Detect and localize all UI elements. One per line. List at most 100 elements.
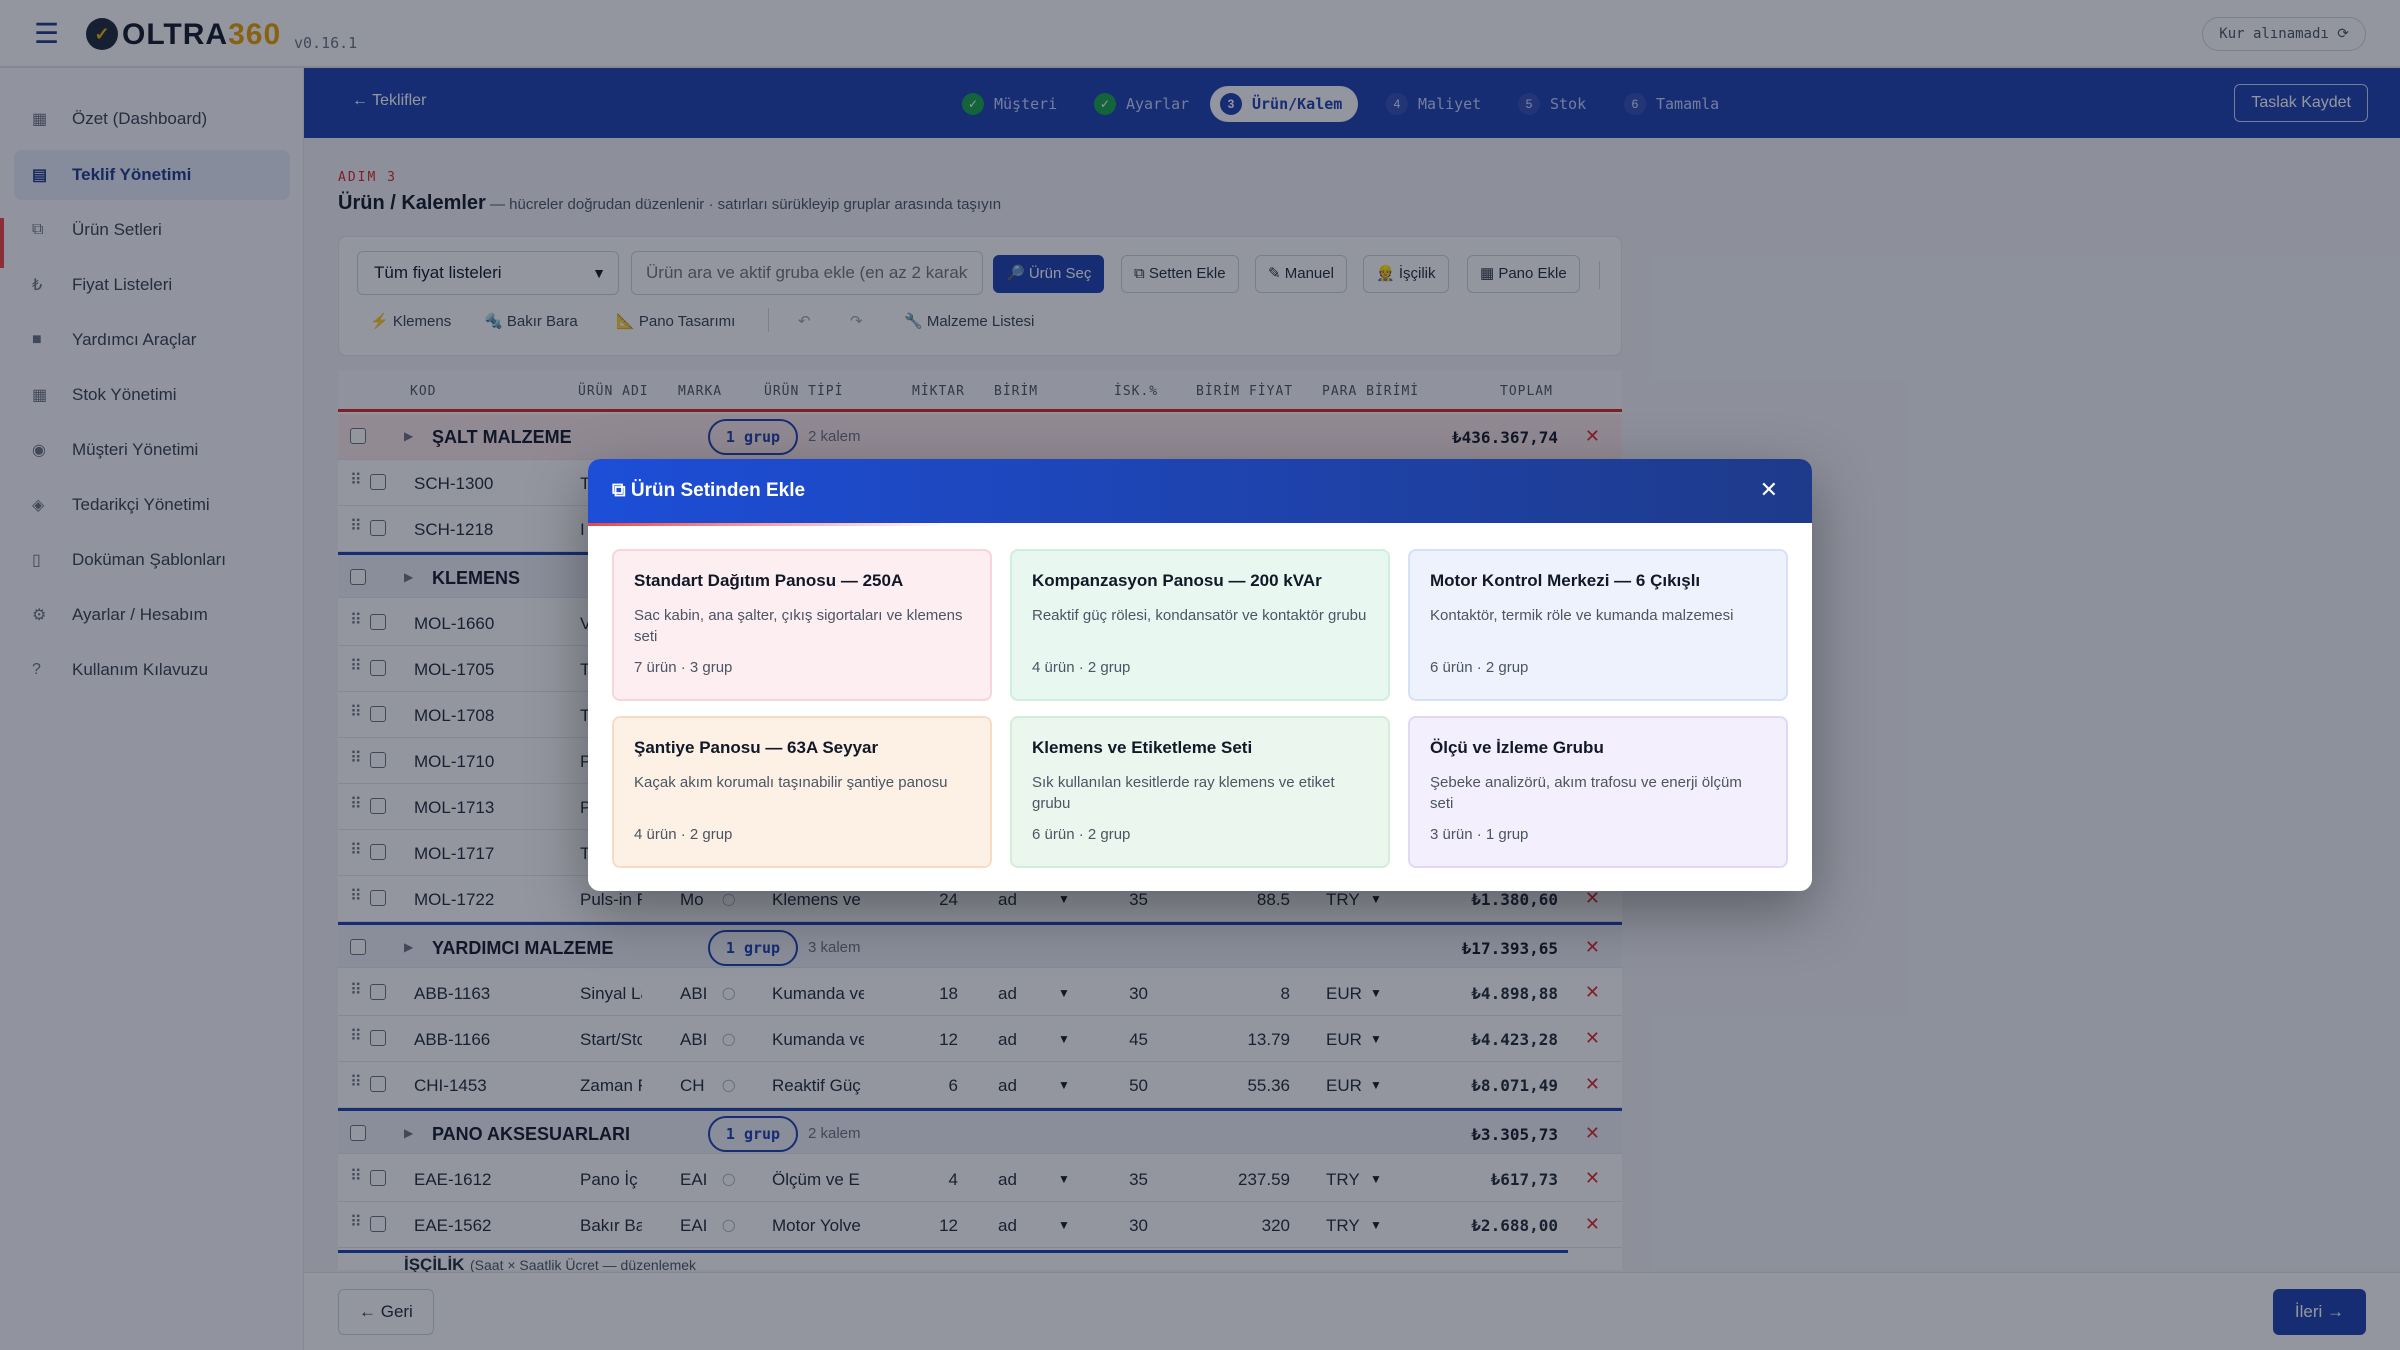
- caret-right-icon[interactable]: ▶: [404, 570, 414, 584]
- caret-right-icon[interactable]: ▶: [404, 429, 414, 443]
- table-row[interactable]: ⠿ CHI-1453 Zaman F CH ◯ Reaktif Güç 6 ad…: [338, 1062, 1622, 1108]
- drag-handle-icon[interactable]: ⠿: [350, 612, 362, 629]
- add-from-set-button[interactable]: ⧉ Setten Ekle: [1121, 255, 1239, 293]
- step-cost[interactable]: 4 Maliyet: [1386, 86, 1481, 122]
- cell-name[interactable]: Bakır Ba: [580, 1216, 642, 1235]
- cell-name[interactable]: T: [580, 706, 591, 725]
- table-row[interactable]: ⠿ ABB-1163 Sinyal La ABI ◯ Kumanda ve 18…: [338, 970, 1622, 1016]
- cell-name[interactable]: I: [580, 520, 585, 539]
- row-checkbox[interactable]: [370, 798, 386, 814]
- add-panel-button[interactable]: ▦ Pano Ekle: [1467, 255, 1580, 293]
- row-checkbox[interactable]: [370, 1216, 386, 1232]
- product-search-input[interactable]: [631, 251, 983, 295]
- step-settings[interactable]: ✓ Ayarlar: [1094, 86, 1189, 122]
- close-icon[interactable]: ✕: [1759, 477, 1778, 502]
- step-stock[interactable]: 5 Stok: [1518, 86, 1586, 122]
- group-checkbox[interactable]: [350, 428, 366, 444]
- manual-add-button[interactable]: ✎ Manuel: [1255, 255, 1347, 293]
- delete-icon[interactable]: ✕: [1584, 1123, 1600, 1143]
- cell-name[interactable]: T: [580, 844, 591, 863]
- step-complete[interactable]: 6 Tamamla: [1624, 86, 1719, 122]
- sidebar-item-guide[interactable]: ? Kullanım Kılavuzu: [14, 645, 290, 695]
- drag-handle-icon[interactable]: ⠿: [350, 982, 362, 999]
- sidebar-item-tools[interactable]: ■ Yardımcı Araçlar: [14, 315, 290, 365]
- delete-icon[interactable]: ✕: [1584, 1074, 1600, 1094]
- chevron-down-icon[interactable]: ▼: [1058, 1032, 1070, 1046]
- drag-handle-icon[interactable]: ⠿: [350, 1074, 362, 1091]
- group-row[interactable]: ▶ PANO AKSESUARLARI 1 grup 2 kalem ₺3.30…: [338, 1108, 1622, 1154]
- chevron-down-icon[interactable]: ▼: [1370, 986, 1382, 1000]
- sidebar-item-quotes[interactable]: ▤ Teklif Yönetimi: [14, 150, 290, 200]
- cell-qty[interactable]: 6: [948, 1076, 958, 1095]
- cell-unit[interactable]: ad: [998, 1216, 1017, 1235]
- cell-unit-price[interactable]: 237.59: [1238, 1170, 1290, 1189]
- cell-currency[interactable]: TRY: [1326, 1170, 1360, 1189]
- back-button[interactable]: ← Geri: [338, 1289, 434, 1335]
- sidebar-item-price-lists[interactable]: ₺ Fiyat Listeleri: [14, 260, 290, 310]
- sidebar-item-suppliers[interactable]: ◈ Tedarikçi Yönetimi: [14, 480, 290, 530]
- group-pill[interactable]: 1 grup: [708, 419, 798, 455]
- drag-handle-icon[interactable]: ⠿: [350, 1214, 362, 1231]
- group-checkbox[interactable]: [350, 939, 366, 955]
- group-pill[interactable]: 1 grup: [708, 1116, 798, 1152]
- product-set-card[interactable]: Ölçü ve İzleme Grubu Şebeke analizörü, a…: [1408, 716, 1788, 868]
- row-checkbox[interactable]: [370, 1170, 386, 1186]
- busbar-tool-button[interactable]: 🔩 Bakır Bara: [484, 313, 578, 330]
- sidebar-item-settings[interactable]: ⚙ Ayarlar / Hesabım: [14, 590, 290, 640]
- drag-handle-icon[interactable]: ⠿: [350, 518, 362, 535]
- cell-qty[interactable]: 18: [939, 984, 958, 1003]
- drag-handle-icon[interactable]: ⠿: [350, 1168, 362, 1185]
- drag-handle-icon[interactable]: ⠿: [350, 842, 362, 859]
- drag-handle-icon[interactable]: ⠿: [350, 1028, 362, 1045]
- delete-icon[interactable]: ✕: [1584, 937, 1600, 957]
- group-name[interactable]: KLEMENS: [432, 568, 521, 588]
- row-checkbox[interactable]: [370, 474, 386, 490]
- delete-icon[interactable]: ✕: [1584, 1168, 1600, 1188]
- cell-brand[interactable]: EAI: [680, 1216, 708, 1235]
- table-row[interactable]: ⠿ EAE-1612 Pano İç EAI ◯ Ölçüm ve E 4 ad…: [338, 1156, 1622, 1202]
- cell-name[interactable]: Sinyal La: [580, 984, 642, 1003]
- row-checkbox[interactable]: [370, 520, 386, 536]
- drag-handle-icon[interactable]: ⠿: [350, 888, 362, 905]
- delete-icon[interactable]: ✕: [1584, 1028, 1600, 1048]
- cell-currency[interactable]: TRY: [1326, 890, 1360, 909]
- chevron-down-icon[interactable]: ▼: [1058, 986, 1070, 1000]
- delete-icon[interactable]: ✕: [1584, 426, 1600, 446]
- product-set-card[interactable]: Standart Dağıtım Panosu — 250A Sac kabin…: [612, 549, 992, 701]
- cell-discount[interactable]: 30: [1129, 984, 1148, 1003]
- info-icon[interactable]: ◯: [722, 1172, 736, 1186]
- row-checkbox[interactable]: [370, 1030, 386, 1046]
- chevron-down-icon[interactable]: ▼: [1370, 1172, 1382, 1186]
- product-set-card[interactable]: Şantiye Panosu — 63A Seyyar Kaçak akım k…: [612, 716, 992, 868]
- step-products[interactable]: 3 Ürün/Kalem: [1210, 86, 1359, 122]
- exchange-rate-status[interactable]: Kur alınamadı ⟳: [2202, 17, 2366, 51]
- cell-unit[interactable]: ad: [998, 984, 1017, 1003]
- cell-qty[interactable]: 24: [939, 890, 958, 909]
- product-set-card[interactable]: Kompanzasyon Panosu — 200 kVAr Reaktif g…: [1010, 549, 1390, 701]
- group-row[interactable]: ▶ ŞALT MALZEME 1 grup 2 kalem ₺436.367,7…: [338, 414, 1622, 460]
- cell-name[interactable]: T: [580, 474, 591, 493]
- cell-currency[interactable]: EUR: [1326, 1030, 1362, 1049]
- chevron-down-icon[interactable]: ▼: [1058, 892, 1070, 906]
- cell-discount[interactable]: 30: [1129, 1216, 1148, 1235]
- row-checkbox[interactable]: [370, 752, 386, 768]
- cell-unit-price[interactable]: 13.79: [1247, 1030, 1290, 1049]
- group-checkbox[interactable]: [350, 569, 366, 585]
- row-checkbox[interactable]: [370, 890, 386, 906]
- select-product-button[interactable]: 🔎 Ürün Seç: [993, 255, 1105, 293]
- row-checkbox[interactable]: [370, 614, 386, 630]
- material-list-button[interactable]: 🔧 Malzeme Listesi: [904, 313, 1035, 330]
- group-name[interactable]: YARDIMCI MALZEME: [432, 938, 614, 958]
- row-checkbox[interactable]: [370, 706, 386, 722]
- cell-unit[interactable]: ad: [998, 890, 1017, 909]
- undo-icon[interactable]: ↶: [798, 313, 811, 330]
- cell-discount[interactable]: 45: [1129, 1030, 1148, 1049]
- chevron-down-icon[interactable]: ▼: [1370, 1078, 1382, 1092]
- caret-right-icon[interactable]: ▶: [404, 940, 414, 954]
- cell-name[interactable]: Start/Stc: [580, 1030, 642, 1049]
- cell-type[interactable]: Kumanda ve: [772, 984, 864, 1003]
- drag-handle-icon[interactable]: ⠿: [350, 704, 362, 721]
- next-button[interactable]: İleri →: [2272, 1289, 2366, 1335]
- cell-qty[interactable]: 12: [939, 1216, 958, 1235]
- price-list-select[interactable]: Tüm fiyat listeleri ▼: [357, 251, 619, 295]
